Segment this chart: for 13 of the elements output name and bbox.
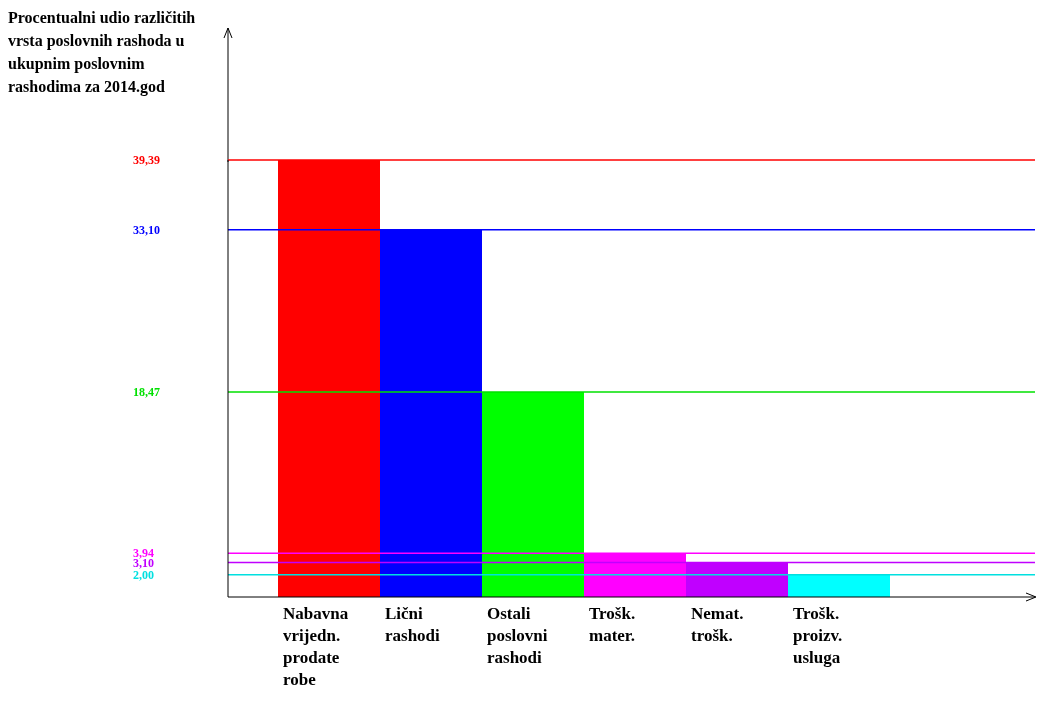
bar	[788, 574, 890, 597]
x-tick-label: Ostali poslovni rashodi	[487, 604, 548, 667]
y-tick-label: 18,47	[133, 385, 160, 400]
x-tick-label: Trošk. proizv. usluga	[793, 604, 843, 667]
bar	[482, 392, 584, 597]
y-tick-label: 2,00	[133, 567, 154, 582]
y-tick-label: 39,39	[133, 153, 160, 167]
text: Procentualni udio različitih vrsta poslovnih rashoda u ukupnim poslovnim rashodima za 2014.god	[8, 8, 197, 98]
x-tick-label: Nabavna vrijedn. prodate robe	[283, 604, 349, 689]
y-tick-label: 33,10	[133, 222, 160, 237]
x-tick-label: Nemat. trošk.	[691, 604, 744, 645]
x-tick-label: Trošk. mater.	[589, 604, 636, 645]
x-tick-label: Lični rashodi	[385, 604, 441, 645]
